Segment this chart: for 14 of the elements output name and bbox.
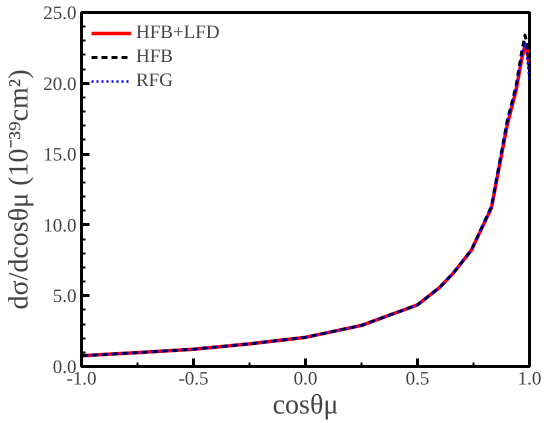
y-tick-label: 15.0 [43, 144, 76, 166]
legend-label: HFB+LFD [136, 22, 220, 44]
legend-label: RFG [136, 70, 173, 92]
y-tick-label: 10.0 [43, 215, 76, 236]
x-tick-label: -0.5 [178, 368, 209, 390]
legend-label: HFB [136, 46, 173, 68]
y-tick-label: 5.0 [52, 286, 76, 308]
y-tick-label: 20.0 [43, 74, 76, 95]
x-tick-label: 1.0 [518, 368, 542, 390]
y-tick-label: 25.0 [43, 3, 76, 24]
x-axis-title: cosθμ [272, 390, 338, 420]
y-axis-title: dσ/dcosθμ (10⁻³⁹cm²) [3, 69, 34, 310]
x-tick-label: 0.5 [406, 368, 430, 390]
x-tick-label: 0.0 [294, 368, 318, 390]
